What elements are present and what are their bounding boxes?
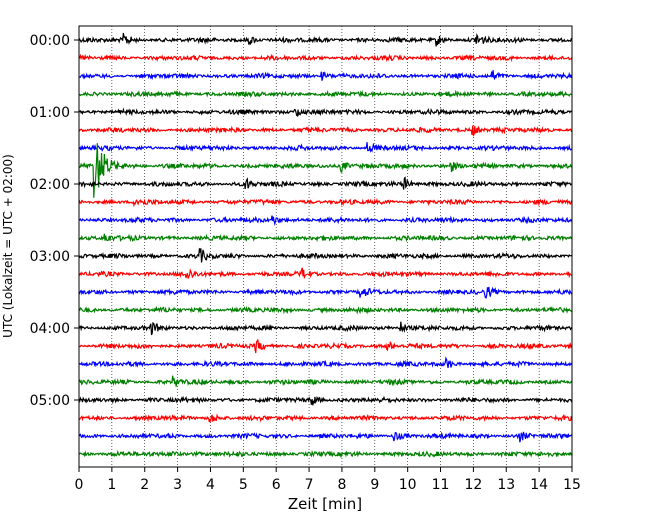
trace-row-1 [78,53,573,63]
trace-row-9 [78,197,573,208]
trace-row-16 [78,321,573,336]
trace-row-20 [78,395,573,406]
x-tick-label: 8 [337,477,346,493]
trace-row-22 [78,431,573,443]
trace-row-19 [78,375,573,387]
x-tick-label: 12 [464,477,482,493]
y-axis-ticks: 00:00 01:00 02:00 03:00 04:00 05:00 [30,33,79,409]
trace-row-2 [78,70,573,81]
x-tick-label: 6 [272,477,281,493]
y-tick-label: 02:00 [30,177,70,193]
x-tick-label: 9 [370,477,379,493]
trace-row-13 [78,267,573,279]
x-tick-label: 10 [399,477,417,493]
trace-row-5 [78,125,573,137]
x-axis-label: Zeit [min] [288,495,362,513]
y-tick-label: 03:00 [30,249,70,265]
plot-frame [78,25,573,468]
x-tick-label: 7 [305,477,314,493]
x-tick-label: 15 [563,477,581,493]
trace-row-6 [78,142,573,153]
trace-row-21 [78,413,573,423]
x-tick-label: 2 [140,477,149,493]
trace-row-7 [78,143,573,198]
trace-row-11 [78,233,573,243]
trace-row-8 [78,176,573,190]
trace-row-12 [78,248,573,263]
x-tick-label: 4 [206,477,215,493]
x-tick-label: 0 [75,477,84,493]
x-tick-label: 1 [107,477,116,493]
x-tick-label: 14 [530,477,548,493]
trace-row-18 [78,356,573,369]
y-axis-label: UTC (Lokalzeit = UTC + 02:00) [1,154,15,338]
x-axis-ticks: 0 1 2 3 4 5 6 7 8 9 10 11 12 13 14 15 [75,467,581,493]
y-tick-label: 05:00 [30,393,70,409]
trace-row-0 [78,32,573,47]
trace-row-3 [78,89,573,99]
trace-row-15 [79,305,573,315]
trace-row-4 [78,107,573,118]
trace-row-17 [78,339,573,354]
trace-row-14 [78,286,573,299]
y-tick-label: 01:00 [30,105,70,121]
x-tick-label: 5 [239,477,248,493]
x-tick-label: 13 [497,477,515,493]
seismic-traces [78,32,573,459]
y-tick-label: 04:00 [30,321,70,337]
trace-row-23 [78,449,573,459]
x-tick-label: 11 [432,477,450,493]
x-tick-label: 3 [173,477,182,493]
y-tick-label: 00:00 [30,33,70,49]
trace-row-10 [78,215,573,226]
